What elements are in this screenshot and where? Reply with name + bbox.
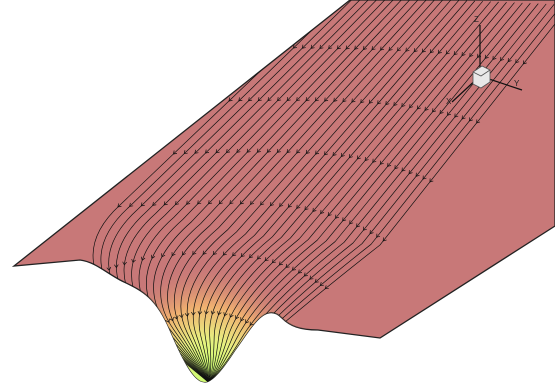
flow-arrow <box>154 324 159 329</box>
flow-arrow <box>148 327 153 332</box>
flow-arrow <box>260 329 265 334</box>
y-axis-label: Y <box>514 79 520 88</box>
flow-arrow <box>266 334 271 339</box>
flow-arrow <box>283 44 288 49</box>
flow-arrow <box>152 325 157 330</box>
flow-arrow <box>150 326 155 331</box>
flow-arrow <box>159 322 164 327</box>
flow-visualization: Z Y X <box>0 0 555 383</box>
x-axis-label: X <box>446 97 452 106</box>
z-axis-label: Z <box>474 15 479 24</box>
flow-arrow <box>146 328 151 333</box>
surface <box>14 0 555 383</box>
flow-arrow <box>256 327 261 332</box>
flow-arrow <box>263 331 268 336</box>
flow-arrow <box>144 329 149 334</box>
flow-arrow <box>157 323 162 328</box>
flow-arrow <box>94 272 99 276</box>
